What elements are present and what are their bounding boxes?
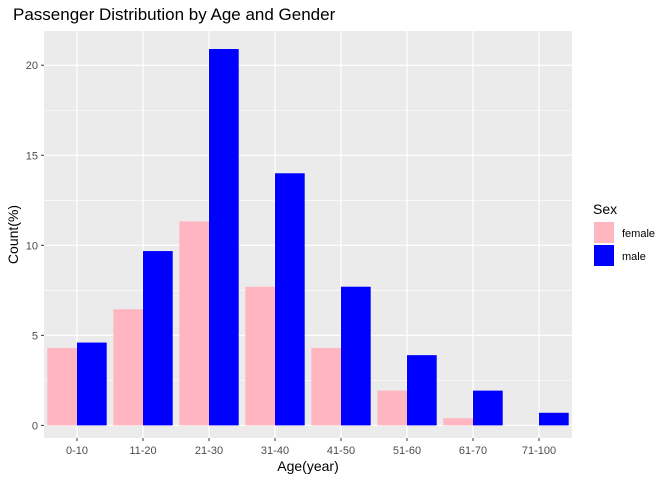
bar-female-0-10 [47,347,77,426]
y-tick-label: 15 [26,150,38,162]
legend-label-male: male [622,251,646,263]
y-tick-label: 10 [26,240,38,252]
bar-female-11-20 [113,309,143,426]
x-tick-label: 41-50 [327,445,355,457]
y-axis: 0 5 10 15 20 [26,60,44,432]
x-tick-label: 21-30 [195,445,223,457]
bar-female-41-50 [311,347,341,426]
bar-female-21-30 [179,221,209,426]
bar-male-61-70 [473,390,503,426]
x-axis: 0-10 11-20 21-30 31-40 41-50 51-60 61-70 71-100 [66,438,556,457]
y-tick-label: 5 [32,330,38,342]
bar-male-0-10 [77,342,107,426]
bar-male-51-60 [407,355,437,426]
bar-male-41-50 [341,286,371,426]
bar-female-61-70 [443,418,473,426]
y-axis-title: Count(%) [5,205,21,264]
x-tick-label: 31-40 [261,445,289,457]
bar-male-21-30 [209,49,239,426]
legend-key-female [594,222,614,243]
bar-male-31-40 [275,173,305,426]
legend-title: Sex [593,201,617,217]
x-axis-title: Age(year) [277,458,338,474]
bars [47,49,569,426]
legend: Sex female male [593,201,655,266]
legend-key-male [594,245,614,266]
y-tick-label: 20 [26,60,38,72]
x-tick-label: 61-70 [459,445,487,457]
y-tick-label: 0 [32,420,38,432]
x-tick-label: 51-60 [393,445,421,457]
legend-label-female: female [622,228,655,240]
x-tick-label: 11-20 [129,445,156,457]
x-tick-label: 0-10 [66,445,88,457]
bar-male-71-100 [539,412,569,426]
bar-female-51-60 [377,390,407,426]
x-tick-label: 71-100 [522,445,556,457]
bar-female-31-40 [245,286,275,426]
chart-title: Passenger Distribution by Age and Gender [13,5,336,24]
bar-male-11-20 [143,251,173,426]
